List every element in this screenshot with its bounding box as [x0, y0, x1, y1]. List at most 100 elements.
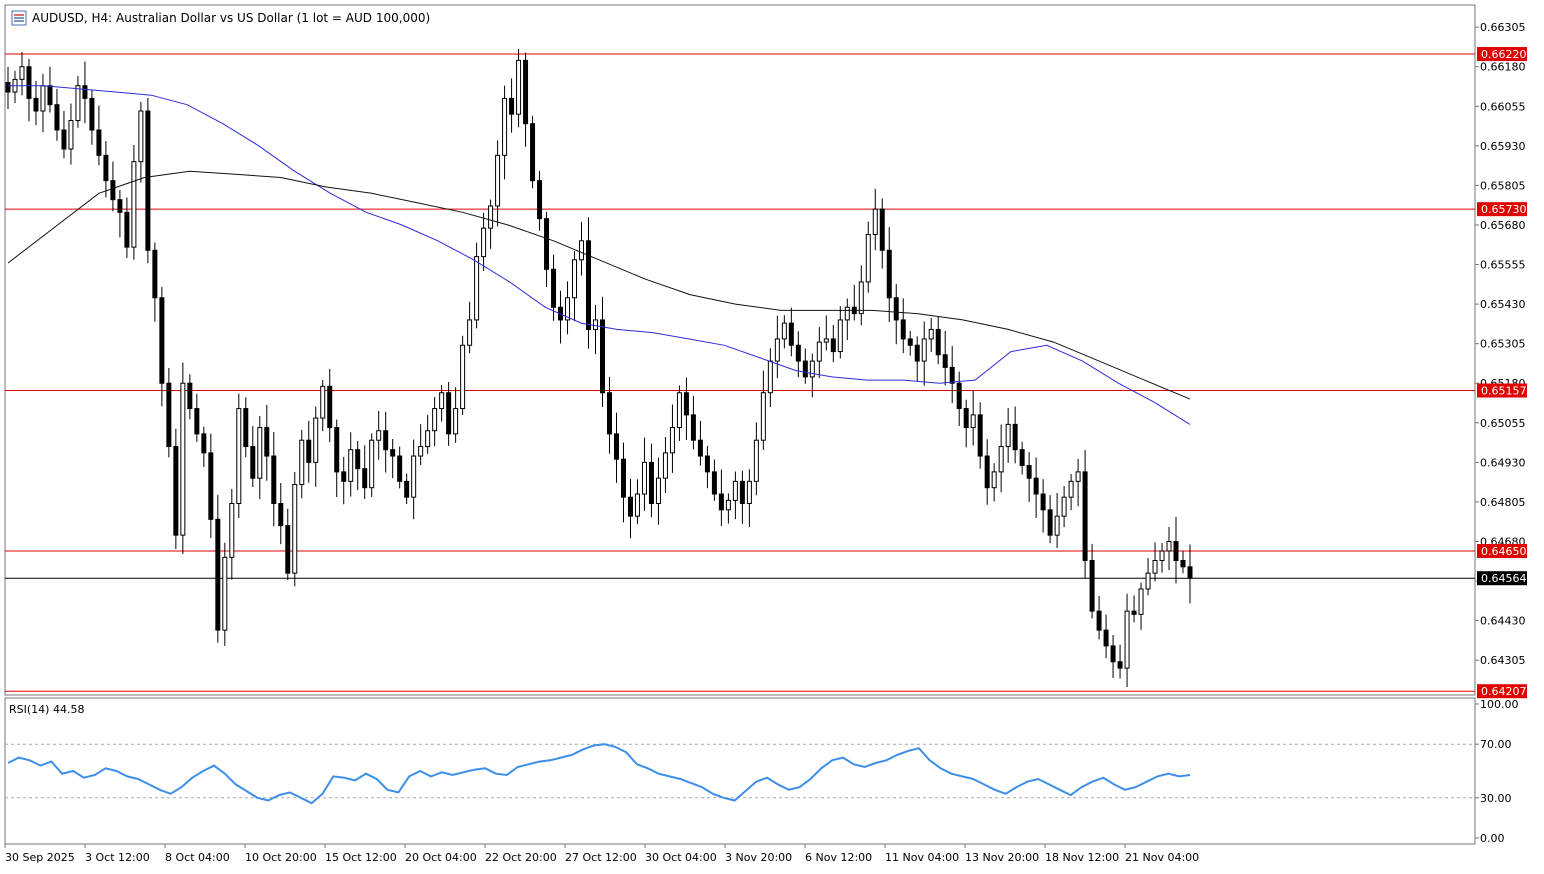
- time-tick-label: 3 Oct 12:00: [85, 851, 150, 864]
- candle: [362, 445, 368, 500]
- candle: [1124, 593, 1130, 687]
- instrument-grid-icon: [11, 10, 27, 26]
- candle: [655, 457, 661, 525]
- price-tick-label: 0.65430: [1480, 298, 1526, 311]
- candle: [1075, 458, 1081, 507]
- level-price-tag-label: 0.64650: [1481, 545, 1527, 558]
- candle: [264, 404, 270, 481]
- candlesticks: [5, 48, 1193, 687]
- candle: [1152, 542, 1158, 582]
- rsi-title: RSI(14) 44.58: [9, 703, 84, 716]
- time-tick-label: 20 Oct 04:00: [405, 851, 477, 864]
- candle: [802, 348, 808, 384]
- candle: [474, 242, 480, 329]
- candle: [579, 221, 585, 276]
- candle: [788, 307, 794, 357]
- price-tick-label: 0.66180: [1480, 61, 1526, 74]
- price-tick-label: 0.64805: [1480, 496, 1526, 509]
- rsi-tick-label: 30.00: [1480, 792, 1512, 805]
- candle: [418, 424, 424, 466]
- candle: [320, 379, 326, 432]
- candle: [1026, 452, 1032, 503]
- chart-title-group: AUDUSD, H4: Australian Dollar vs US Doll…: [11, 10, 430, 26]
- candle: [893, 284, 899, 345]
- candle: [278, 482, 284, 545]
- candle: [872, 188, 878, 251]
- candle: [1096, 596, 1102, 640]
- candle: [313, 406, 319, 487]
- moving-average-black: [7, 170, 1191, 400]
- candle: [481, 212, 487, 271]
- candle: [334, 419, 340, 497]
- candle: [697, 421, 703, 466]
- candle: [984, 439, 990, 505]
- rsi-axis[interactable]: 100.00 70.00 30.00 0.00: [1475, 698, 1519, 845]
- candle: [453, 387, 459, 443]
- candle: [159, 286, 165, 407]
- candle: [1159, 542, 1165, 573]
- candle: [544, 211, 550, 288]
- candle: [1103, 614, 1109, 659]
- rsi-panel[interactable]: RSI(14) 44.58: [4, 697, 1476, 845]
- candle: [54, 88, 60, 141]
- candle: [914, 336, 920, 382]
- candle: [732, 471, 738, 520]
- level-price-tag: [1477, 47, 1527, 62]
- time-tick-label: 18 Nov 12:00: [1045, 851, 1119, 864]
- candle: [1033, 457, 1039, 518]
- candle: [404, 473, 410, 504]
- candle: [299, 429, 305, 499]
- candle: [928, 317, 934, 352]
- candle: [620, 442, 626, 523]
- level-price-tag: [1477, 383, 1527, 398]
- candle: [131, 144, 137, 260]
- candle: [1019, 441, 1025, 475]
- candle: [530, 115, 536, 189]
- time-tick-label: 3 Nov 20:00: [725, 851, 792, 864]
- candle: [250, 426, 256, 488]
- candle: [292, 472, 298, 587]
- price-panel-frame: [4, 4, 1476, 696]
- candle: [1173, 516, 1179, 584]
- candle: [236, 393, 242, 519]
- rsi-levels: [5, 743, 1475, 799]
- candle: [921, 321, 927, 386]
- time-axis[interactable]: 30 Sep 2025 3 Oct 12:00 8 Oct 04:00 10 Oct …: [4, 844, 1199, 864]
- horizontal-levels: [5, 53, 1475, 692]
- candle: [1166, 526, 1172, 571]
- price-tick-label: 0.65555: [1480, 259, 1526, 272]
- candle: [110, 161, 116, 212]
- rsi-tick-label: 70.00: [1480, 738, 1512, 751]
- price-tick-label: 0.65055: [1480, 417, 1526, 430]
- candle: [152, 242, 158, 322]
- price-tick-label: 0.65305: [1480, 338, 1526, 351]
- candle: [222, 542, 228, 646]
- price-tick-label: 0.64305: [1480, 654, 1526, 667]
- candle: [348, 432, 354, 497]
- candle: [572, 251, 578, 322]
- candle: [390, 439, 396, 479]
- candle: [523, 52, 529, 147]
- candle: [586, 217, 592, 349]
- candle: [145, 98, 151, 264]
- candle: [683, 377, 689, 441]
- candle: [956, 371, 962, 427]
- candle: [711, 459, 717, 501]
- candle: [942, 330, 948, 386]
- candle: [173, 428, 179, 550]
- level-price-tag: [1477, 543, 1527, 558]
- candle: [599, 296, 605, 407]
- candle: [746, 469, 752, 528]
- candle: [865, 221, 871, 293]
- candle: [460, 335, 466, 415]
- candle: [704, 445, 710, 489]
- candle: [61, 110, 67, 159]
- candle: [341, 456, 347, 505]
- candle: [809, 353, 815, 398]
- candle: [68, 103, 74, 165]
- candle: [383, 411, 389, 473]
- price-panel[interactable]: AUDUSD, H4: Australian Dollar vs US Doll…: [4, 4, 1476, 696]
- time-tick-label: 10 Oct 20:00: [245, 851, 317, 864]
- candle: [502, 85, 508, 180]
